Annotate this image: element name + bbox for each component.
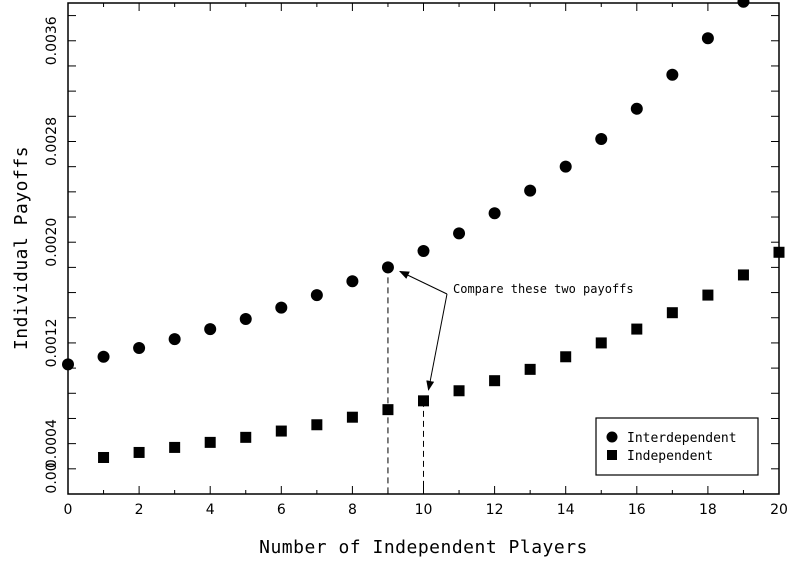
independent-point <box>453 385 465 397</box>
independent-point <box>560 351 572 363</box>
independent-point <box>346 411 358 423</box>
y-tick-label: 0.0020 <box>44 218 60 267</box>
y-tick-label: 0.0012 <box>44 318 60 367</box>
interdependent-point <box>666 68 679 81</box>
independent-point <box>737 269 749 281</box>
independent-point <box>418 395 429 407</box>
independent-point <box>773 246 785 258</box>
interdependent-point <box>488 207 501 220</box>
x-tick-label: 18 <box>699 502 717 518</box>
interdependent-point <box>168 333 181 346</box>
legend-layer: Interdependent Independent <box>595 417 759 476</box>
independent-point <box>382 404 394 416</box>
independent-point <box>275 425 287 437</box>
legend-label-interdependent: Interdependent <box>627 431 737 446</box>
interdependent-point <box>630 102 643 115</box>
x-tick-label: 6 <box>277 502 286 518</box>
independent-point <box>666 307 678 319</box>
independent-point <box>631 323 643 335</box>
interdependent-point <box>381 261 394 274</box>
y-tick-label: 0.00 <box>44 462 60 493</box>
legend-box <box>595 417 759 476</box>
legend-square-marker <box>607 450 617 460</box>
x-tick-label: 0 <box>64 502 73 518</box>
x-tick-label: 20 <box>770 502 788 518</box>
annotation-arrow <box>426 293 448 391</box>
independent-point <box>489 375 501 387</box>
interdependent-point <box>133 341 146 354</box>
independent-point <box>311 419 323 431</box>
independent-point <box>204 436 216 448</box>
x-tick-label: 12 <box>486 502 504 518</box>
independent-point <box>98 451 110 463</box>
interdependent-point <box>97 350 110 363</box>
x-tick-label: 16 <box>628 502 646 518</box>
independent-point <box>595 337 607 349</box>
interdependent-point <box>701 32 714 45</box>
annotation-layer: Compare these two payoffs <box>387 267 634 494</box>
y-tick-label: 0.0028 <box>44 117 60 166</box>
interdependent-point <box>62 358 74 371</box>
annotation-text: Compare these two payoffs <box>453 282 634 296</box>
interdependent-point <box>275 301 288 314</box>
x-tick-label: 14 <box>557 502 575 518</box>
y-tick-label: 0.0004 <box>44 419 60 468</box>
independent-point <box>240 431 252 443</box>
independent-point <box>524 363 536 375</box>
independent-point <box>169 441 181 453</box>
y-tick-label: 0.0036 <box>44 16 60 65</box>
independent-point <box>133 446 145 458</box>
x-tick-label: 4 <box>206 502 215 518</box>
x-tick-label: 2 <box>135 502 144 518</box>
interdependent-point <box>737 0 750 8</box>
interdependent-point <box>559 160 572 173</box>
interdependent-point <box>346 275 359 288</box>
x-tick-label: 10 <box>415 502 433 518</box>
annotation-arrow <box>399 270 448 295</box>
interdependent-point <box>595 132 608 145</box>
interdependent-point <box>310 289 323 302</box>
marks-layer <box>62 0 785 463</box>
x-tick-label: 8 <box>348 502 357 518</box>
legend-circle-marker <box>606 431 618 443</box>
independent-point <box>702 289 714 301</box>
ticks-layer: 0 2 4 6 8 10 12 14 16 18 20 0.000.0004 0.0012 0.0020 0… <box>44 3 788 518</box>
interdependent-point <box>204 323 217 336</box>
interdependent-point <box>524 184 537 197</box>
interdependent-point <box>453 227 466 240</box>
x-axis-title: Number of Independent Players <box>259 537 588 558</box>
interdependent-point <box>417 245 430 258</box>
y-axis-title: Individual Payoffs <box>11 146 32 350</box>
interdependent-point <box>239 313 252 326</box>
legend-label-independent: Independent <box>627 449 713 464</box>
